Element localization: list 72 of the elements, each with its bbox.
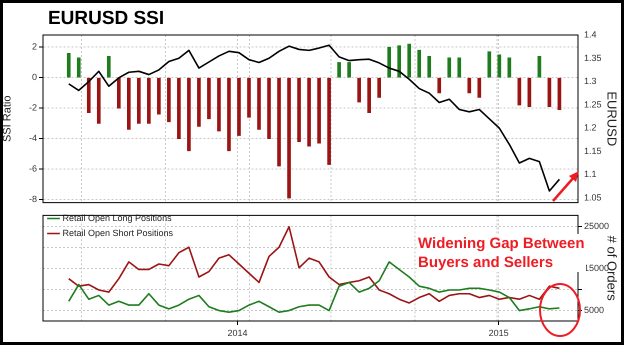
bar bbox=[407, 44, 412, 78]
bar bbox=[207, 78, 211, 120]
bar bbox=[116, 78, 121, 108]
y2-tick-label: 25000 bbox=[584, 221, 610, 232]
chart-title: EURUSD SSI bbox=[48, 8, 164, 30]
bar bbox=[487, 51, 492, 78]
bar bbox=[317, 78, 321, 144]
bar bbox=[127, 78, 131, 130]
bar bbox=[538, 56, 542, 78]
y-tick-label: -2 bbox=[28, 102, 37, 113]
bar bbox=[377, 78, 381, 98]
bar bbox=[237, 78, 241, 136]
bar bbox=[477, 78, 482, 98]
bar bbox=[417, 50, 422, 78]
y2-tick-label: 1.3 bbox=[584, 76, 597, 86]
bar bbox=[197, 78, 201, 127]
y-tick-label: 0 bbox=[32, 72, 37, 82]
y2-tick-label: 1.4 bbox=[584, 29, 597, 40]
bar bbox=[227, 78, 231, 152]
y2-tick-label: 1.35 bbox=[584, 52, 602, 63]
bar bbox=[387, 46, 392, 78]
bar bbox=[307, 78, 311, 147]
bar bbox=[518, 78, 522, 106]
y-tick-label: -4 bbox=[28, 133, 37, 144]
bar bbox=[76, 58, 81, 78]
bar bbox=[437, 78, 442, 94]
bar bbox=[66, 52, 71, 78]
bar bbox=[357, 78, 361, 102]
bar bbox=[137, 78, 141, 124]
bar bbox=[96, 78, 101, 124]
bar bbox=[297, 78, 301, 142]
bar bbox=[86, 78, 91, 114]
bar bbox=[187, 78, 191, 152]
bar bbox=[528, 78, 532, 107]
annotation: Widening Gap Between Buyers and Sellers bbox=[418, 235, 585, 271]
bar bbox=[457, 58, 462, 78]
bar bbox=[157, 78, 161, 115]
bar bbox=[548, 78, 552, 107]
bar bbox=[558, 78, 562, 110]
bar bbox=[217, 78, 221, 132]
bar bbox=[497, 54, 502, 78]
y2-tick-label: 5000 bbox=[584, 305, 604, 316]
y2-tick-label: 1.2 bbox=[584, 122, 597, 133]
bar bbox=[147, 78, 151, 124]
bar bbox=[447, 58, 452, 78]
bar bbox=[337, 62, 341, 78]
bar bbox=[167, 78, 171, 122]
y2-tick-label: 1.05 bbox=[584, 192, 602, 202]
bar bbox=[177, 78, 181, 139]
y-axis-title: SSI Ratio bbox=[2, 96, 14, 142]
bar bbox=[106, 56, 111, 78]
bar bbox=[277, 78, 281, 166]
bar bbox=[267, 78, 271, 139]
bar bbox=[287, 78, 291, 198]
y-tick-label: -8 bbox=[28, 194, 37, 204]
y-tick-label: 2 bbox=[32, 42, 37, 52]
x-tick-label: 2015 bbox=[488, 328, 509, 338]
y2-tick-label: 1.1 bbox=[584, 169, 597, 180]
y2-tick-label: 1.15 bbox=[584, 146, 602, 156]
legend-label: Retail Open Short Positions bbox=[62, 228, 174, 238]
bar bbox=[367, 78, 371, 114]
y2-tick-label: 1.25 bbox=[584, 99, 602, 110]
bar bbox=[247, 78, 251, 118]
y2-axis-title: EURUSD bbox=[604, 91, 620, 146]
bar bbox=[327, 78, 331, 165]
y-tick-label: -6 bbox=[28, 164, 37, 174]
bar bbox=[427, 56, 432, 78]
bar bbox=[257, 78, 261, 130]
bar bbox=[347, 62, 351, 78]
bar bbox=[508, 58, 512, 78]
bar bbox=[467, 78, 472, 94]
x-tick-label: 2014 bbox=[228, 328, 248, 338]
